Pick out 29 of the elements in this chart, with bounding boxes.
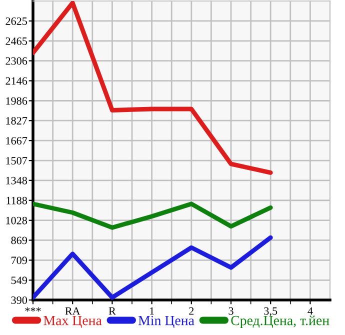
line-series [33, 202, 273, 230]
x-tick-label: *** [25, 307, 41, 312]
line-series [33, 235, 273, 300]
x-tick-label: 2 [189, 307, 194, 315]
legend-label: Max Цена [44, 316, 102, 328]
legend-label: Min Цена [138, 316, 194, 328]
y-tick-label: 1667 [6, 137, 28, 145]
y-tick-label: 1348 [6, 176, 28, 184]
y-tick-label: 1986 [6, 97, 28, 105]
y-tick-label: 2625 [6, 17, 28, 25]
y-tick-label: 1028 [6, 216, 28, 224]
y-tick-label: 549 [11, 276, 27, 284]
x-tick-label: 4 [308, 307, 313, 315]
line-series [33, 1, 273, 175]
y-tick-label: 2465 [6, 37, 28, 45]
y-tick-label: 1188 [6, 196, 28, 204]
y-tick-label: 709 [12, 256, 27, 264]
x-tick-label: RA [65, 307, 80, 315]
y-tick-label: 2146 [6, 77, 28, 85]
y-tick-label: 1827 [6, 117, 28, 125]
x-tick-label: 3,5 [264, 307, 278, 316]
x-tick-label: 3 [228, 307, 234, 315]
y-tick-label: 390 [11, 296, 28, 304]
x-tick-label: 1 [150, 307, 154, 315]
x-tick-label: R [108, 307, 116, 315]
y-tick-label: 2306 [6, 57, 28, 65]
legend-label: Сред.Цена, т.йен [231, 316, 330, 328]
y-tick-label: 869 [11, 236, 27, 244]
y-tick-label: 1507 [6, 157, 28, 165]
